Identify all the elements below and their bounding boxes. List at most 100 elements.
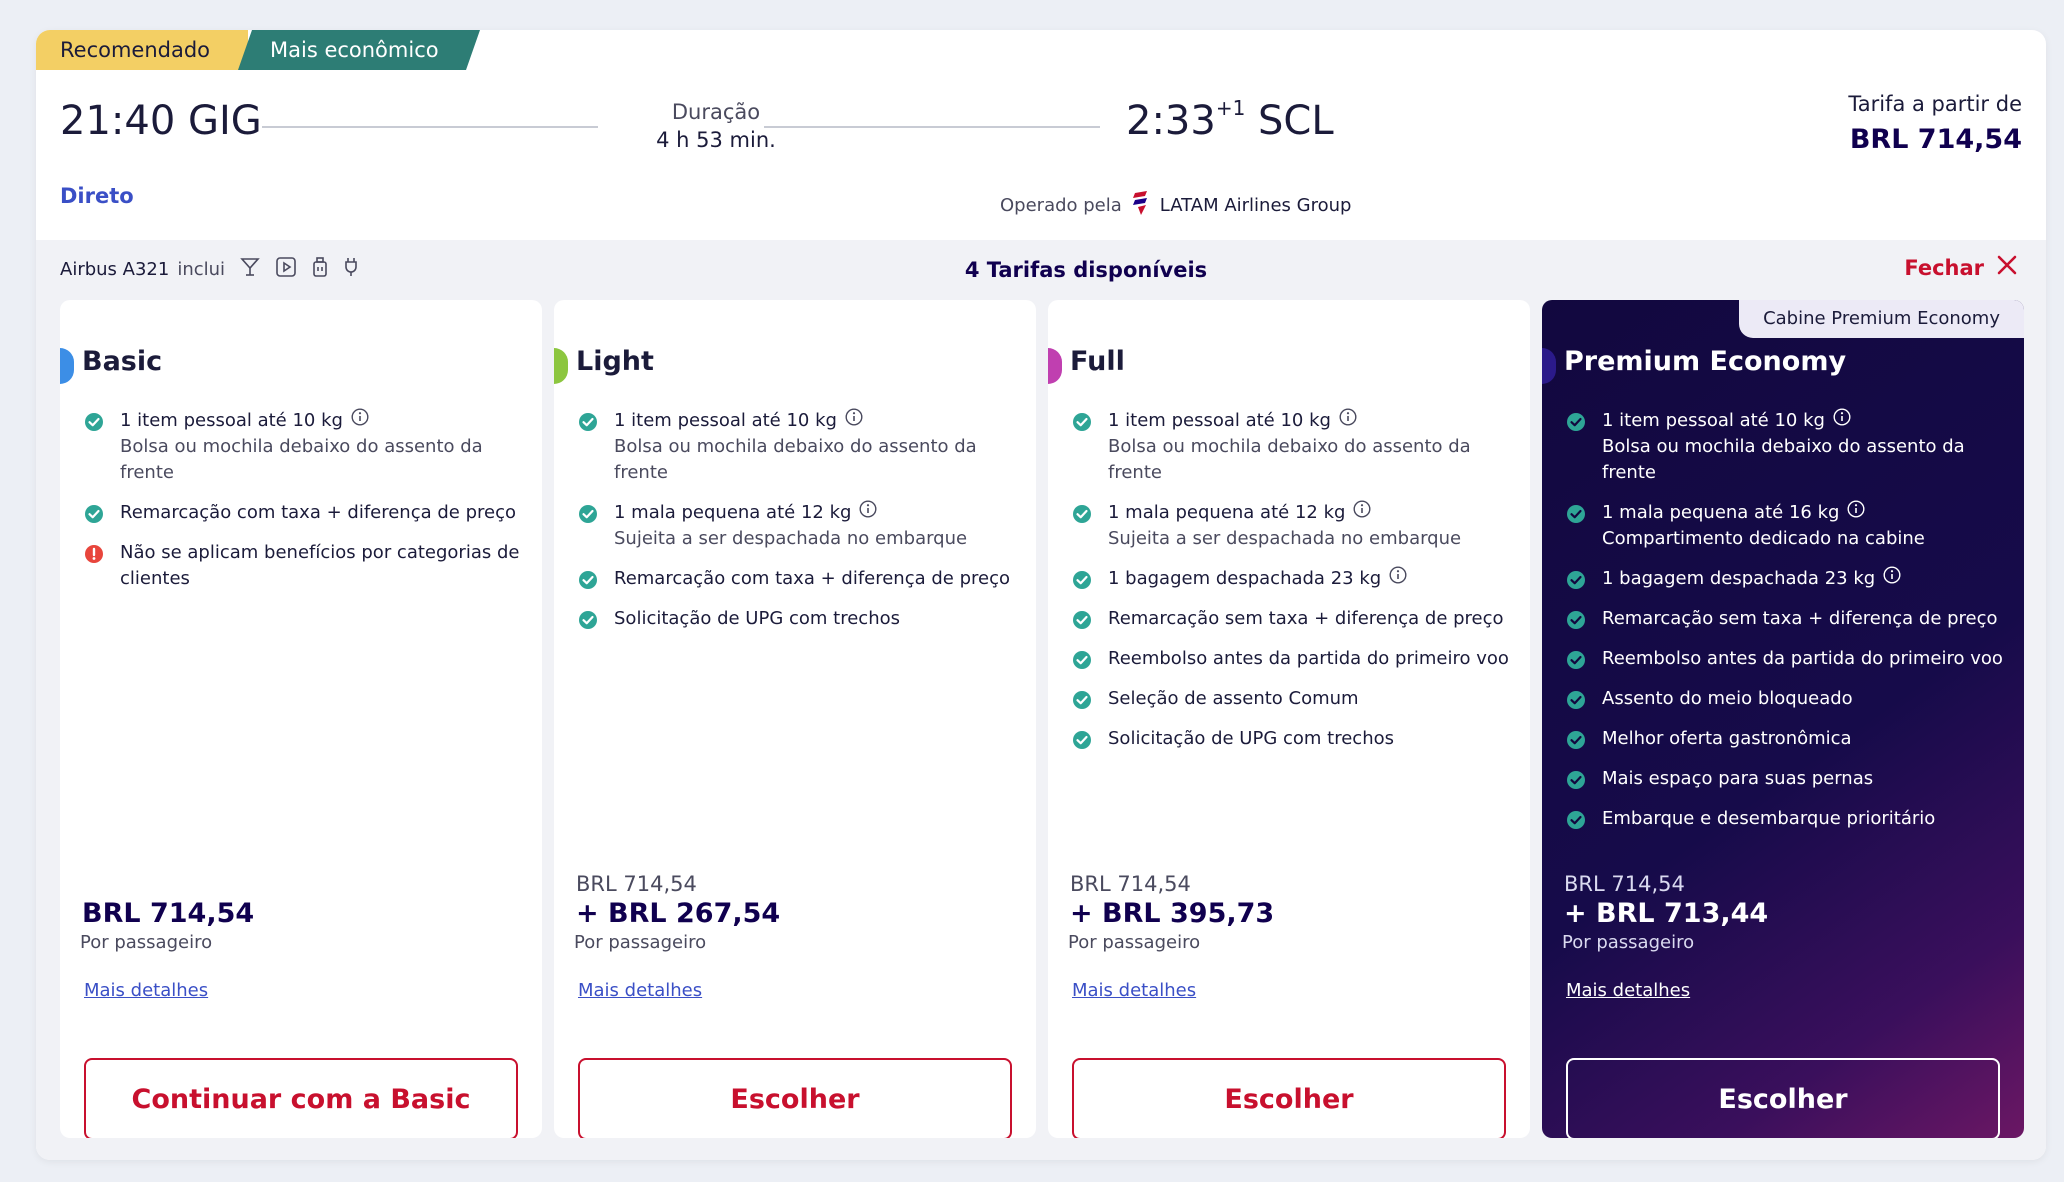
info-icon[interactable]: [1339, 408, 1357, 434]
fare-card-basic: Basic 1 item pessoal até 10 kg Bolsa ou m…: [60, 300, 542, 1138]
check-icon: [1072, 730, 1092, 758]
check-icon: [1566, 412, 1586, 440]
close-label: Fechar: [1904, 255, 1984, 280]
feature-text: Assento do meio bloqueado: [1602, 688, 1853, 709]
fare-feature-item: Solicitação de UPG com trechos: [1072, 726, 1512, 752]
info-icon[interactable]: [1833, 408, 1851, 434]
fare-feature-item: Mais espaço para suas pernas: [1566, 766, 2006, 792]
airline-name: LATAM Airlines Group: [1159, 195, 1352, 216]
flight-card: Recomendado Mais econômico 21:40 GIG Dur…: [36, 30, 2046, 1160]
per-passenger: Por passageiro: [80, 932, 213, 953]
arrival-day-offset: +1: [1215, 96, 1246, 120]
fare-feature-item: 1 item pessoal até 10 kg Bolsa ou mochila…: [578, 408, 1018, 486]
info-icon[interactable]: [859, 500, 877, 526]
info-icon[interactable]: [1847, 500, 1865, 526]
choose-premium-economy-button[interactable]: Escolher: [1566, 1058, 2000, 1138]
fare-card-light: Light 1 item pessoal até 10 kg Bolsa ou m…: [554, 300, 1036, 1138]
arrival-airport: SCL: [1258, 98, 1334, 144]
check-icon: [1072, 504, 1092, 532]
fare-name: Premium Economy: [1564, 346, 1847, 377]
more-details-link[interactable]: Mais detalhes: [1072, 980, 1197, 1001]
feature-text: Remarcação sem taxa + diferença de preço: [1108, 608, 1504, 629]
check-icon: [1072, 650, 1092, 678]
fare-feature-item: Seleção de assento Comum: [1072, 686, 1512, 712]
departure-time: 21:40: [60, 98, 176, 144]
feature-text: Melhor oferta gastronômica: [1602, 728, 1852, 749]
fare-feature-item: Reembolso antes da partida do primeiro v…: [1072, 646, 1512, 672]
info-icon[interactable]: [1353, 500, 1371, 526]
video-icon: [269, 256, 297, 283]
check-icon: [1072, 570, 1092, 598]
fare-feature-item: 1 item pessoal até 10 kg Bolsa ou mochila…: [1566, 408, 2006, 486]
per-passenger: Por passageiro: [1562, 932, 1695, 953]
fare-name: Full: [1070, 346, 1125, 377]
feature-subtext: Bolsa ou mochila debaixo do assento da f…: [614, 436, 977, 483]
feature-text: 1 item pessoal até 10 kg: [120, 410, 343, 431]
check-icon: [1566, 810, 1586, 838]
aircraft-model: Airbus A321: [60, 259, 170, 280]
fare-feature-item: Melhor oferta gastronômica: [1566, 726, 2006, 752]
power-plug-icon: [337, 256, 359, 283]
more-details-link[interactable]: Mais detalhes: [1566, 980, 1691, 1001]
feature-text: 1 item pessoal até 10 kg: [614, 410, 837, 431]
continue-basic-button[interactable]: Continuar com a Basic: [84, 1058, 518, 1138]
more-details-link[interactable]: Mais detalhes: [578, 980, 703, 1001]
cocktail-icon: [233, 256, 261, 283]
fare-price: BRL 714,54: [82, 898, 255, 929]
feature-text: Solicitação de UPG com trechos: [1108, 728, 1395, 749]
fare-color-marker: [1048, 348, 1062, 384]
fare-name: Basic: [82, 346, 163, 377]
info-icon[interactable]: [351, 408, 369, 434]
check-icon: [1566, 570, 1586, 598]
fare-card-premium-economy: Cabine Premium Economy Premium Economy 1…: [1542, 300, 2024, 1138]
fare-base-price: BRL 714,54: [1070, 872, 1191, 896]
fare-name: Light: [576, 346, 654, 377]
feature-subtext: Compartimento dedicado na cabine: [1602, 528, 1925, 549]
feature-subtext: Sujeita a ser despachada no embarque: [1108, 528, 1462, 549]
warning-icon: [84, 544, 104, 572]
arrival-time: 2:33: [1126, 98, 1216, 144]
stops-link[interactable]: Direto: [60, 184, 134, 208]
departure-airport: GIG: [188, 98, 262, 144]
fare-features: 1 item pessoal até 10 kg Bolsa ou mochila…: [578, 408, 1018, 646]
feature-text: 1 item pessoal até 10 kg: [1602, 410, 1825, 431]
check-icon: [1072, 412, 1092, 440]
feature-text: 1 item pessoal até 10 kg: [1108, 410, 1331, 431]
fare-price: + BRL 267,54: [576, 898, 781, 929]
info-icon[interactable]: [1389, 566, 1407, 592]
fare-feature-item: Não se aplicam benefícios por categorias…: [84, 540, 524, 592]
price-from-value: BRL 714,54: [1849, 124, 2022, 155]
feature-text: 1 bagagem despachada 23 kg: [1108, 568, 1382, 589]
operated-by: Operado pela LATAM Airlines Group: [1000, 190, 1351, 221]
feature-text: Solicitação de UPG com trechos: [614, 608, 901, 629]
duration-value: 4 h 53 min.: [656, 128, 776, 152]
check-icon: [578, 412, 598, 440]
fare-features: 1 item pessoal até 10 kg Bolsa ou mochila…: [1566, 408, 2006, 846]
fare-feature-item: 1 mala pequena até 12 kg Sujeita a ser de…: [1072, 500, 1512, 552]
info-icon[interactable]: [1883, 566, 1901, 592]
feature-subtext: Bolsa ou mochila debaixo do assento da f…: [120, 436, 483, 483]
check-icon: [1072, 610, 1092, 638]
fare-features: 1 item pessoal até 10 kg Bolsa ou mochila…: [84, 408, 524, 606]
choose-full-button[interactable]: Escolher: [1072, 1058, 1506, 1138]
choose-light-button[interactable]: Escolher: [578, 1058, 1012, 1138]
fare-feature-item: Remarcação sem taxa + diferença de preço: [1566, 606, 2006, 632]
fare-feature-item: Remarcação sem taxa + diferença de preço: [1072, 606, 1512, 632]
fare-card-full: Full 1 item pessoal até 10 kg Bolsa ou mo…: [1048, 300, 1530, 1138]
fare-price: + BRL 395,73: [1070, 898, 1275, 929]
close-button[interactable]: Fechar: [1904, 254, 2018, 281]
feature-text: 1 mala pequena até 16 kg: [1602, 502, 1840, 523]
fare-feature-item: 1 bagagem despachada 23 kg: [1566, 566, 2006, 592]
info-icon[interactable]: [845, 408, 863, 434]
departure: 21:40 GIG: [60, 98, 262, 144]
close-icon: [1996, 254, 2018, 281]
more-details-link[interactable]: Mais detalhes: [84, 980, 209, 1001]
fare-feature-item: Embarque e desembarque prioritário: [1566, 806, 2006, 832]
arrival: 2:33+1 SCL: [1126, 96, 1334, 144]
fare-base-price: BRL 714,54: [576, 872, 697, 896]
duration-label: Duração: [671, 100, 761, 124]
feature-text: 1 bagagem despachada 23 kg: [1602, 568, 1876, 589]
check-icon: [1566, 504, 1586, 532]
feature-text: Remarcação sem taxa + diferença de preço: [1602, 608, 1998, 629]
recommended-tag: Recomendado: [36, 30, 248, 70]
